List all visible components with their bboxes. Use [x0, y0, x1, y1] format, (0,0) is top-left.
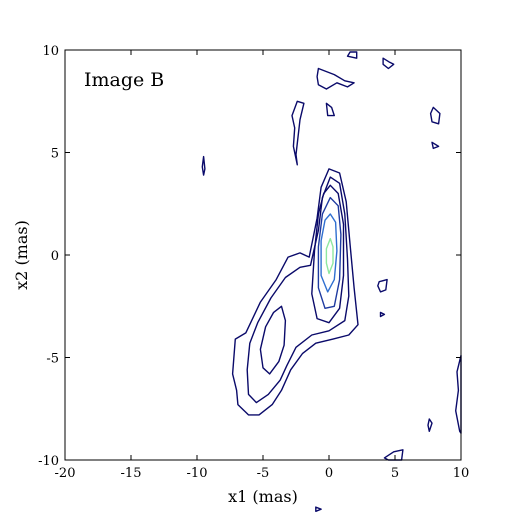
x-tick-label: 10 [453, 466, 470, 481]
contour-island-tiny-c [315, 506, 322, 512]
panel-label: Image B [84, 69, 164, 91]
contour-island-right-b [429, 106, 441, 125]
contour-core-level-2 [317, 196, 342, 309]
x-tick-label: 5 [391, 466, 399, 481]
x-tick-label: 0 [325, 466, 333, 481]
x-tick-label: -15 [121, 466, 142, 481]
contour-island-right-c [431, 141, 440, 150]
x-axis-title: x1 (mas) [228, 487, 298, 506]
y-axis-title: x2 (mas) [12, 220, 31, 290]
contour-island-mid-right [377, 278, 388, 293]
contour-core-level-3 [320, 213, 338, 293]
contour-island-tiny-b [427, 418, 433, 432]
y-tick-label: 10 [42, 44, 59, 59]
contour-island-arc [291, 100, 305, 166]
contour-island-far-left [201, 155, 206, 176]
x-tick-label: -10 [187, 466, 208, 481]
y-tick-label: 5 [51, 147, 59, 162]
x-tick-label: -5 [257, 466, 270, 481]
contour-island-top-right [346, 51, 358, 59]
contour-lines [201, 51, 462, 512]
contour-main-outer [231, 168, 359, 416]
contour-island-right-a [382, 57, 395, 70]
contour-island-top [316, 67, 355, 90]
contour-island-small-a [325, 102, 335, 117]
contour-main-second [246, 176, 350, 404]
y-tick-label: -10 [38, 454, 59, 469]
contour-island-tiny-a [379, 311, 386, 318]
contour-island-edge-right [455, 354, 462, 434]
contour-island-bottom-mid [383, 449, 404, 461]
x-tick-label: -20 [55, 466, 76, 481]
contour-main-third [311, 184, 345, 324]
axis-ticks: -20 -15 -10 -5 0 5 10 -10 -5 0 5 10 [38, 44, 469, 481]
y-tick-label: -5 [46, 352, 59, 367]
contour-core-peak [325, 237, 334, 275]
y-tick-label: 0 [51, 249, 59, 264]
contour-secondary-peak [259, 305, 287, 375]
